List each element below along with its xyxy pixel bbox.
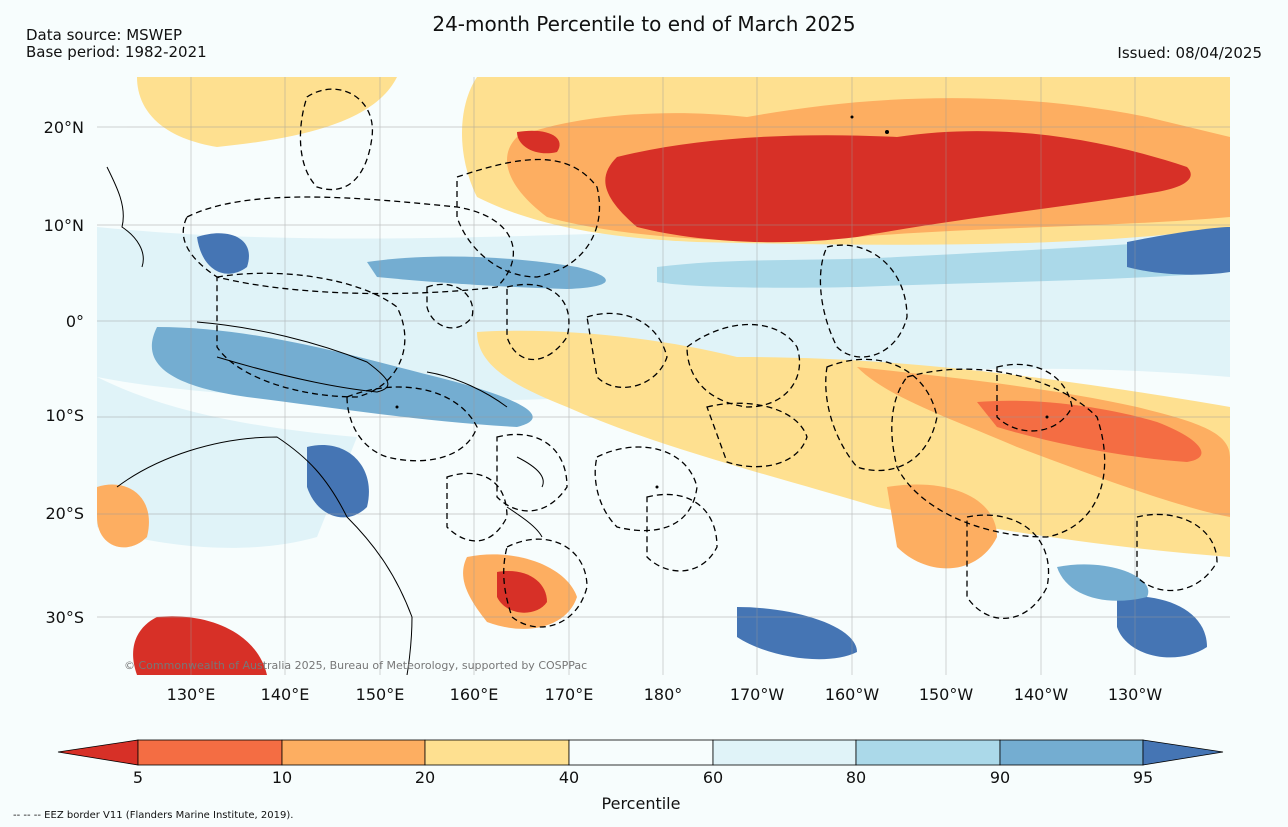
base-period: Base period: 1982-2021 xyxy=(26,43,207,61)
field-yellow-nw xyxy=(137,77,397,147)
lon-label-180: 180° xyxy=(643,685,683,704)
field-red-north xyxy=(605,131,1191,243)
island-markers xyxy=(395,115,1049,489)
copyright-notice: © Commonwealth of Australia 2025, Bureau… xyxy=(124,659,588,672)
source-info: Data source: MSWEP Base period: 1982-202… xyxy=(26,27,207,61)
coastlines xyxy=(106,166,544,675)
lon-label-130e: 130°E xyxy=(166,685,216,704)
colorbar-low-arrow xyxy=(57,739,139,766)
lat-label-equator: 0° xyxy=(65,312,84,331)
coast-solomons xyxy=(426,371,508,408)
lon-label-170e: 170°E xyxy=(544,685,594,704)
field-blue-south-3 xyxy=(1057,564,1149,601)
eez-line xyxy=(819,244,908,358)
colorbar-segment-40-60 xyxy=(568,739,714,766)
field-blue-south-2 xyxy=(1117,596,1207,658)
colorbar-segment-20-40 xyxy=(424,739,570,766)
lat-label-30s: 30°S xyxy=(45,608,84,627)
field-blue-australia-ne xyxy=(307,445,369,518)
colorbar-tick-60: 60 xyxy=(702,768,724,787)
lon-label-150e: 150°E xyxy=(355,685,405,704)
eez-footnote: -- -- -- EEZ border V11 (Flanders Marine… xyxy=(13,810,294,821)
coast-philippines xyxy=(106,166,144,268)
graticule xyxy=(97,77,1230,675)
eez-cook xyxy=(825,358,938,472)
lon-label-130w: 130°W xyxy=(1107,685,1163,704)
lon-label-140w: 140°W xyxy=(1013,685,1069,704)
colorbar-high-arrow xyxy=(1142,739,1224,766)
colorbar-tick-10: 10 xyxy=(271,768,293,787)
colorbar-tick-95: 95 xyxy=(1132,768,1154,787)
lon-label-170w: 170°W xyxy=(729,685,785,704)
coast-australia xyxy=(116,436,413,675)
coast-new-guinea xyxy=(196,321,389,393)
eez-new-caledonia xyxy=(446,472,508,542)
lon-label-160e: 160°E xyxy=(449,685,499,704)
eez-guam xyxy=(299,88,373,191)
issued-date: Issued: 08/04/2025 xyxy=(1117,44,1262,62)
colorbar xyxy=(57,739,1224,766)
eez-french-polynesia xyxy=(891,368,1106,538)
map-title: 24-month Percentile to end of March 2025 xyxy=(432,12,856,36)
lat-label-20n: 20°N xyxy=(43,118,84,137)
colorbar-tick-90: 90 xyxy=(989,768,1011,787)
field-orange-australia-west xyxy=(97,484,149,548)
eez-marshall xyxy=(456,158,601,278)
lat-label-20s: 20°S xyxy=(45,504,84,523)
field-yellow-south xyxy=(477,330,1230,557)
colorbar-segment-10-20 xyxy=(281,739,426,766)
colorbar-segment-5-10 xyxy=(137,739,283,766)
colorbar-tick-40: 40 xyxy=(558,768,580,787)
field-blue-east xyxy=(1127,227,1230,275)
eez-vanuatu xyxy=(496,433,568,512)
field-blue-streak-1 xyxy=(367,256,606,289)
eez-nz-kermadec xyxy=(503,538,588,628)
colorbar-tick-20: 20 xyxy=(414,768,436,787)
colorbar-segment-80-90 xyxy=(855,739,1001,766)
eez-austral xyxy=(966,514,1050,620)
lat-label-10n: 10°N xyxy=(43,216,84,235)
field-orange-south-central xyxy=(887,484,997,569)
field-red-tasman xyxy=(497,571,547,613)
colorbar-tick-80: 80 xyxy=(845,768,867,787)
eez-tokelau-samoa xyxy=(706,402,808,468)
eez-borders xyxy=(182,88,1218,628)
field-red-australia-south xyxy=(133,616,267,675)
eez-kiribati-gilbert xyxy=(506,283,570,361)
eez-pitcairn xyxy=(1136,513,1218,592)
field-orange-south-east xyxy=(857,367,1230,517)
field-red-south-east xyxy=(977,400,1202,462)
field-blue-streak-2 xyxy=(657,237,1230,288)
eez-solomons xyxy=(346,386,478,462)
field-blue-west-blob xyxy=(197,233,249,274)
field-blue-south-1 xyxy=(737,607,857,660)
lon-label-150w: 150°W xyxy=(918,685,974,704)
data-source: Data source: MSWEP xyxy=(26,26,183,44)
percentile-map xyxy=(97,77,1230,675)
colorbar-title: Percentile xyxy=(601,794,681,813)
eez-marquesas xyxy=(996,363,1073,432)
eez-nauru xyxy=(426,283,474,329)
field-light-blue-west xyxy=(97,377,357,548)
lat-label-10s: 10°S xyxy=(45,406,84,425)
lon-label-140e: 140°E xyxy=(260,685,310,704)
field-red-nw-spot xyxy=(517,130,560,154)
field-blue-melanesia xyxy=(151,327,533,427)
colorbar-segment-60-80 xyxy=(712,739,857,766)
coast-new-zealand xyxy=(516,456,544,488)
eez-png xyxy=(216,272,406,398)
colorbar-tick-5: 5 xyxy=(132,768,144,787)
lon-label-160w: 160°W xyxy=(824,685,880,704)
coast-new-caledonia xyxy=(506,506,543,538)
eez-tuvalu xyxy=(586,312,668,389)
eez-tonga xyxy=(646,493,718,572)
colorbar-segment-90-95 xyxy=(999,739,1144,766)
map-canvas xyxy=(97,77,1230,675)
eez-phoenix xyxy=(686,323,801,408)
